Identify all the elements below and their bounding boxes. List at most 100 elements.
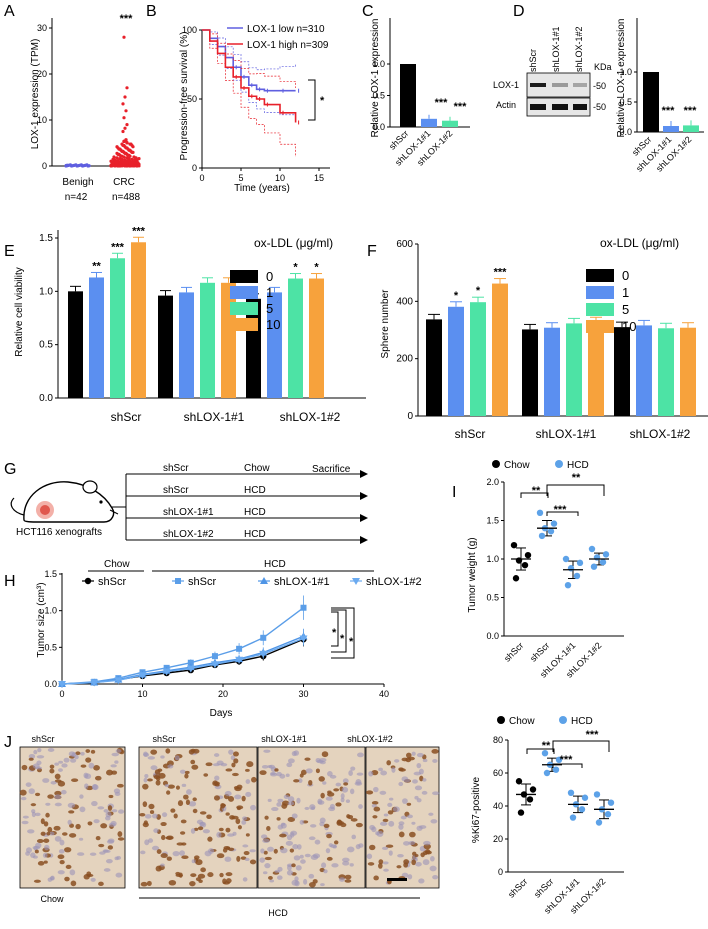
ihc-nucleus bbox=[175, 785, 180, 790]
panel-k-bracket-1 bbox=[526, 748, 555, 754]
ihc-nucleus bbox=[288, 758, 295, 764]
panel-b-xtick-label: 0 bbox=[199, 173, 204, 183]
panel-h-ytick-label: 1.5 bbox=[44, 569, 57, 579]
benigh-point bbox=[65, 163, 69, 167]
ihc-nucleus bbox=[260, 848, 265, 854]
ihc-nucleus bbox=[429, 865, 437, 872]
tumor-point bbox=[300, 604, 307, 611]
panel-k-sig-2: *** bbox=[560, 754, 574, 766]
ihc-nucleus bbox=[423, 850, 428, 856]
ihc-nucleus bbox=[150, 765, 158, 771]
panel-h-bracket-1 bbox=[331, 611, 339, 647]
ihc-nucleus bbox=[386, 760, 392, 766]
ihc-nucleus bbox=[90, 877, 96, 882]
ihc-nucleus bbox=[327, 771, 333, 777]
crc-point bbox=[134, 156, 138, 160]
tumor-curve-0 bbox=[61, 638, 304, 685]
ihc-nucleus bbox=[46, 831, 51, 836]
panel-e-legend-label: 0 bbox=[266, 269, 273, 284]
ihc-nucleus bbox=[146, 880, 152, 886]
ihc-nucleus bbox=[49, 764, 55, 769]
panel-h-legend-marker bbox=[84, 577, 92, 585]
panel-f-label: F bbox=[367, 243, 377, 260]
ihc-nucleus bbox=[398, 781, 404, 787]
benigh-point bbox=[87, 164, 91, 168]
panel-i-ytick-label: 0.5 bbox=[486, 593, 499, 603]
ihc-nucleus bbox=[36, 755, 45, 759]
ihc-nucleus bbox=[108, 794, 114, 799]
ihc-nucleus bbox=[208, 848, 215, 854]
ihc-nucleus bbox=[299, 773, 304, 778]
crc-point bbox=[109, 159, 113, 163]
ihc-nucleus bbox=[260, 834, 268, 839]
ihc-nucleus bbox=[164, 783, 169, 788]
ihc-nucleus bbox=[34, 812, 41, 817]
ihc-nucleus bbox=[111, 770, 118, 775]
ihc-nucleus bbox=[423, 840, 431, 846]
panel-e-group-2: shLOX-1#1 bbox=[184, 410, 245, 424]
ihc-nucleus bbox=[394, 759, 400, 763]
ihc-nucleus bbox=[264, 815, 269, 820]
ihc-nucleus bbox=[105, 858, 113, 864]
panel-f-bar-shLOX-1#2-10 bbox=[680, 327, 696, 416]
ihc-nucleus bbox=[296, 844, 302, 850]
panel-e-label: E bbox=[4, 243, 15, 260]
crc-point bbox=[125, 123, 129, 127]
panel-j-col-1: shScr bbox=[31, 734, 54, 744]
panel-d-band-lox1: LOX-1 bbox=[493, 80, 519, 90]
ihc-nucleus bbox=[432, 791, 440, 796]
ihc-nucleus bbox=[85, 757, 92, 763]
ihc-nucleus bbox=[350, 818, 358, 822]
ihc-nucleus bbox=[149, 810, 155, 814]
ihc-nucleus bbox=[259, 857, 266, 863]
panel-k-cat-1: shScr bbox=[506, 876, 529, 899]
panel-i-sig-2: *** bbox=[554, 504, 568, 516]
panel-k-point bbox=[581, 794, 589, 801]
ihc-nucleus bbox=[276, 771, 282, 777]
ihc-nucleus bbox=[400, 815, 407, 820]
ihc-nucleus bbox=[103, 808, 109, 813]
panel-i-cat-2: shScr bbox=[528, 640, 551, 663]
panel-f-legend-label: 5 bbox=[622, 302, 629, 317]
panel-i-point bbox=[524, 551, 532, 559]
ihc-nucleus bbox=[79, 806, 86, 813]
ihc-nucleus bbox=[213, 795, 220, 801]
panel-i-point bbox=[576, 559, 584, 567]
ihc-nucleus bbox=[309, 804, 316, 810]
crc-point bbox=[116, 152, 120, 156]
tumor-point bbox=[299, 635, 308, 643]
ihc-nucleus bbox=[414, 854, 419, 858]
panel-e-bar-shLOX-1#1-10 bbox=[221, 282, 236, 398]
ihc-nucleus bbox=[277, 798, 284, 803]
panel-f-sig: * bbox=[454, 290, 459, 302]
ihc-nucleus bbox=[293, 779, 300, 783]
panel-g-row-group: shLOX-1#1 bbox=[163, 507, 214, 518]
panel-i-point bbox=[573, 572, 581, 580]
ihc-nucleus bbox=[318, 776, 325, 782]
ihc-nucleus bbox=[21, 820, 29, 825]
panel-d-lane-3: shLOX-1#2 bbox=[574, 26, 584, 72]
ihc-nucleus bbox=[227, 796, 235, 802]
ihc-nucleus bbox=[236, 806, 241, 811]
panel-h-label: H bbox=[4, 573, 16, 590]
ihc-nucleus bbox=[310, 854, 319, 860]
ihc-nucleus bbox=[229, 815, 235, 820]
ihc-nucleus bbox=[87, 821, 93, 826]
crc-point bbox=[130, 157, 134, 161]
ihc-nucleus bbox=[381, 846, 389, 851]
ihc-nucleus bbox=[220, 802, 226, 809]
panel-i-point bbox=[550, 520, 558, 527]
ihc-nucleus bbox=[219, 872, 224, 878]
ihc-nucleus bbox=[152, 813, 158, 819]
panel-k-ytick-label: 20 bbox=[493, 834, 503, 844]
panel-e-legend-label: 10 bbox=[266, 317, 280, 332]
panel-e-sig: ** bbox=[92, 260, 101, 272]
ihc-nucleus bbox=[401, 757, 408, 762]
ihc-nucleus bbox=[213, 753, 220, 757]
ihc-nucleus bbox=[365, 790, 374, 795]
panel-j-col-2: shScr bbox=[152, 734, 175, 744]
panel-h-legend-label: shScr bbox=[98, 576, 126, 588]
panel-k-point bbox=[569, 814, 577, 821]
ihc-nucleus bbox=[349, 788, 355, 795]
ihc-nucleus bbox=[276, 817, 281, 821]
